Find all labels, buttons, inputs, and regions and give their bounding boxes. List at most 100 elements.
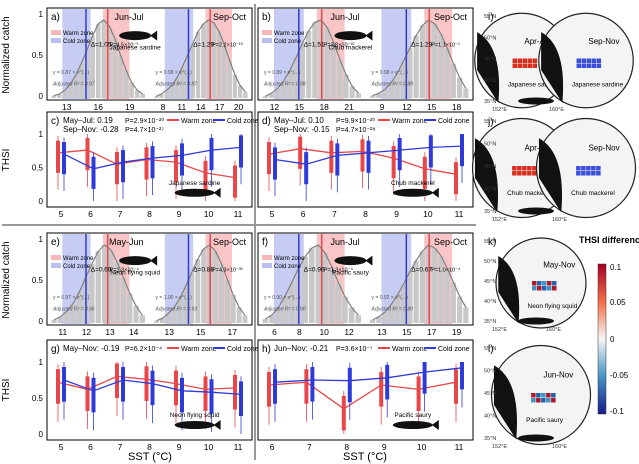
bar xyxy=(275,307,282,323)
legend-cold-label: Cold zone xyxy=(227,346,259,353)
bar xyxy=(112,38,118,98)
bar xyxy=(154,96,159,98)
bar xyxy=(342,296,348,323)
x-tick-label: 8 xyxy=(297,327,302,337)
land-mass xyxy=(493,365,518,440)
lat-label: 35°N xyxy=(484,209,496,215)
legend-warm-label: Warm zone xyxy=(181,118,217,125)
bar xyxy=(463,307,469,323)
stat-label: Sep–Nov: -0.28 xyxy=(63,125,119,134)
map-panel-label: j) xyxy=(487,117,494,128)
x-tick-label: 8 xyxy=(161,102,166,112)
bar xyxy=(164,90,169,98)
bar xyxy=(70,303,76,323)
delta-label: Δ=0.96 xyxy=(304,267,325,274)
x-tick-label: 6 xyxy=(301,209,306,219)
x-tick-label: 10 xyxy=(204,209,214,219)
lat-label: 55°N xyxy=(484,239,496,245)
bar xyxy=(394,294,401,323)
p-label: P=2.9×10⁻²⁰ xyxy=(125,117,164,125)
x-tick-label: 21 xyxy=(344,102,354,112)
thsi-cell xyxy=(537,281,542,286)
fit-curve xyxy=(53,244,143,321)
thsi-cell xyxy=(581,166,586,171)
delta-label: Δ=0.88 xyxy=(193,267,214,274)
legend-warm-swatch xyxy=(51,30,61,35)
bar xyxy=(343,74,349,98)
bar xyxy=(242,315,248,323)
y-tick-label: 0.5 xyxy=(32,51,44,60)
thsi-cell xyxy=(591,58,597,63)
fish-tail xyxy=(365,255,373,266)
fish-tail xyxy=(150,30,158,41)
bar xyxy=(175,77,180,98)
x-tick-label: 9 xyxy=(177,442,182,452)
legend-warm-label: Warm zone xyxy=(392,346,428,353)
bar xyxy=(68,83,73,98)
bar xyxy=(281,80,287,98)
x-tick-label: 11 xyxy=(177,102,186,112)
thsi-cell xyxy=(522,171,527,176)
bar xyxy=(127,293,133,323)
x-tick-label: 5 xyxy=(59,209,64,219)
season-label: Jun-Nov xyxy=(543,371,573,380)
x-tick-label: 7 xyxy=(332,209,337,219)
thsi-cell xyxy=(536,398,541,403)
bar xyxy=(324,27,330,98)
species-label: Chub mackerel xyxy=(507,190,551,197)
x-tick-label: 10 xyxy=(417,442,427,452)
p-label: P=1.3×10⁻⁴ xyxy=(110,267,140,274)
x-tick-label: 8 xyxy=(147,209,152,219)
thsi-cell xyxy=(541,398,546,403)
fish-silhouette xyxy=(334,256,367,266)
bar xyxy=(171,307,177,323)
thsi-cell xyxy=(532,166,537,171)
x-tick-label: 11 xyxy=(234,442,243,452)
thsi-cell xyxy=(576,171,581,176)
fish-tail xyxy=(150,255,158,266)
lat-label: 35°N xyxy=(484,99,496,105)
legend-cold-label: Cold zone xyxy=(438,346,470,353)
thsi-cell xyxy=(591,63,597,68)
p-label: P=4.3×10⁻³³ xyxy=(212,268,243,274)
bar xyxy=(306,30,312,99)
thsi-cell xyxy=(527,58,533,63)
x-tick-label: 8 xyxy=(344,442,349,452)
lat-label: 45°N xyxy=(484,279,496,285)
bar xyxy=(308,248,315,323)
r2-label: Adjusted R² = 0.93 xyxy=(155,306,198,312)
bar xyxy=(185,55,190,98)
panel-b xyxy=(257,7,474,101)
thsi-cell xyxy=(532,281,537,286)
bar xyxy=(450,63,457,98)
lat-label: 45°N xyxy=(484,391,496,397)
thsi-cell xyxy=(542,286,547,291)
legend-cold-swatch xyxy=(51,38,61,43)
bar xyxy=(201,23,206,98)
land-mass xyxy=(538,138,563,213)
legend-warm-label: Warm zone xyxy=(63,256,94,262)
map-3: Jun-Nov Pacific saury l)55°N 50°N 45°N 40°N 35… xyxy=(484,344,592,450)
x-tick-label: 12 xyxy=(344,327,354,337)
bar xyxy=(217,31,222,99)
fish-silhouette xyxy=(119,256,152,266)
legend-warm-label: Warm zone xyxy=(274,31,305,37)
r2-label: Adjusted R² = 0.80 xyxy=(371,306,414,312)
thsi-cell xyxy=(527,63,533,68)
thsi-cell xyxy=(522,166,527,171)
bar xyxy=(154,320,159,323)
r2-label: Adjusted R² = 0.96 xyxy=(52,306,95,312)
x-tick-label: 10 xyxy=(423,209,433,219)
delta-label: Δ=1.51 xyxy=(304,42,325,49)
thsi-cell xyxy=(527,171,532,176)
thsi-cell xyxy=(586,166,591,171)
season-label: Sep-Oct xyxy=(213,237,247,247)
thsi-cell xyxy=(596,171,601,176)
thsi-cell xyxy=(532,58,538,63)
species-label: Neon flying squid xyxy=(170,412,220,419)
season-label: Jun-Jul xyxy=(114,12,143,22)
bar xyxy=(355,315,361,323)
fit-equation: y = 0.92 × e^(...) xyxy=(372,295,409,301)
r2-label: Adjusted R² = 0.88 xyxy=(371,81,414,87)
legend-warm-label: Warm zone xyxy=(181,346,217,353)
